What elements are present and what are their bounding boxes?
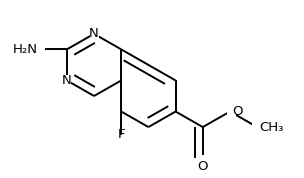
Bar [89, 29, 98, 39]
Bar [198, 155, 207, 165]
Text: O: O [232, 105, 242, 118]
Text: N: N [89, 27, 99, 40]
Bar [227, 106, 236, 117]
Bar [117, 135, 126, 146]
Text: F: F [117, 127, 125, 140]
Bar [252, 122, 266, 132]
Text: CH₃: CH₃ [259, 121, 284, 134]
Text: H₂N: H₂N [12, 43, 38, 56]
Text: O: O [198, 160, 208, 173]
Bar [62, 75, 71, 86]
Text: N: N [62, 74, 72, 87]
Bar [30, 44, 45, 55]
